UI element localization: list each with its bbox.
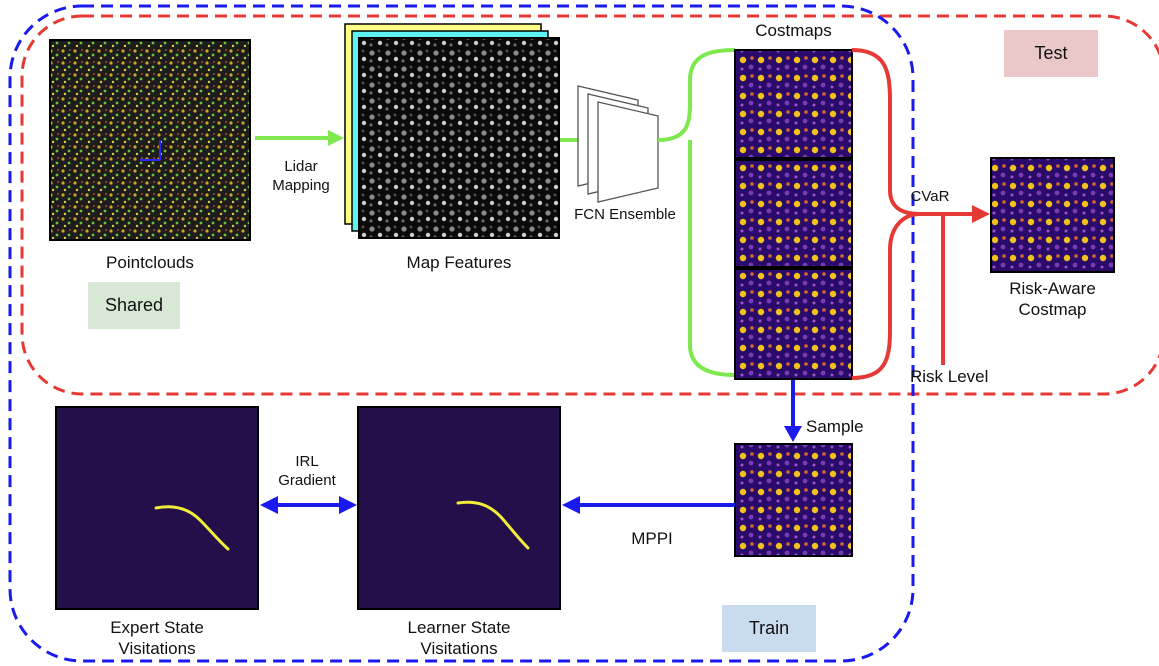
fcn-ensemble-icon: [577, 85, 659, 203]
costmap-2: [734, 159, 853, 268]
sampled-costmap: [734, 443, 853, 557]
shared-tag: Shared: [88, 282, 180, 329]
mppi-label: MPPI: [631, 529, 673, 548]
train-tag: Train: [722, 605, 816, 652]
costmaps-label: Costmaps: [755, 21, 832, 40]
expert-state-visitations-label: Expert State Visitations: [110, 618, 204, 658]
cvar-label: CVaR: [910, 188, 950, 205]
lidar-mapping-arrow-head: [328, 130, 344, 146]
mppi-arrow-head: [562, 496, 580, 514]
pointclouds-label: Pointclouds: [106, 253, 194, 272]
irl-gradient-label: IRL Gradient: [278, 453, 336, 489]
cvar-arrow-head: [972, 205, 990, 223]
risk-level-label: Risk Level: [910, 367, 989, 386]
learner-visitations-image: [357, 406, 561, 610]
test-region: [20, 14, 1159, 396]
pointcloud-image: [49, 39, 251, 241]
feature-layer-main: [358, 37, 560, 239]
pointcloud-axis-marker: [140, 140, 161, 161]
expert-trajectory: [154, 505, 230, 551]
lidar-mapping-label: Lidar Mapping: [272, 158, 330, 194]
train-region: [8, 4, 915, 663]
costmap-1: [734, 49, 853, 159]
learner-state-visitations-label: Learner State Visitations: [407, 618, 511, 658]
fcn-ensemble-label: FCN Ensemble: [574, 206, 676, 223]
costmap-3: [734, 268, 853, 380]
test-tag: Test: [1004, 30, 1098, 77]
fcn-to-costmaps-brace: [657, 48, 736, 377]
cvar-brace: [851, 48, 921, 380]
risk-aware-costmap-label: Risk-Aware Costmap: [1009, 279, 1096, 319]
map-features-label: Map Features: [406, 253, 512, 272]
sample-label: Sample: [806, 417, 864, 436]
irl-arrow-head-left: [260, 496, 278, 514]
sample-arrow-head: [784, 426, 802, 442]
irl-arrow-head-right: [339, 496, 357, 514]
learner-trajectory: [456, 500, 530, 550]
risk-aware-costmap-image: [990, 157, 1115, 273]
